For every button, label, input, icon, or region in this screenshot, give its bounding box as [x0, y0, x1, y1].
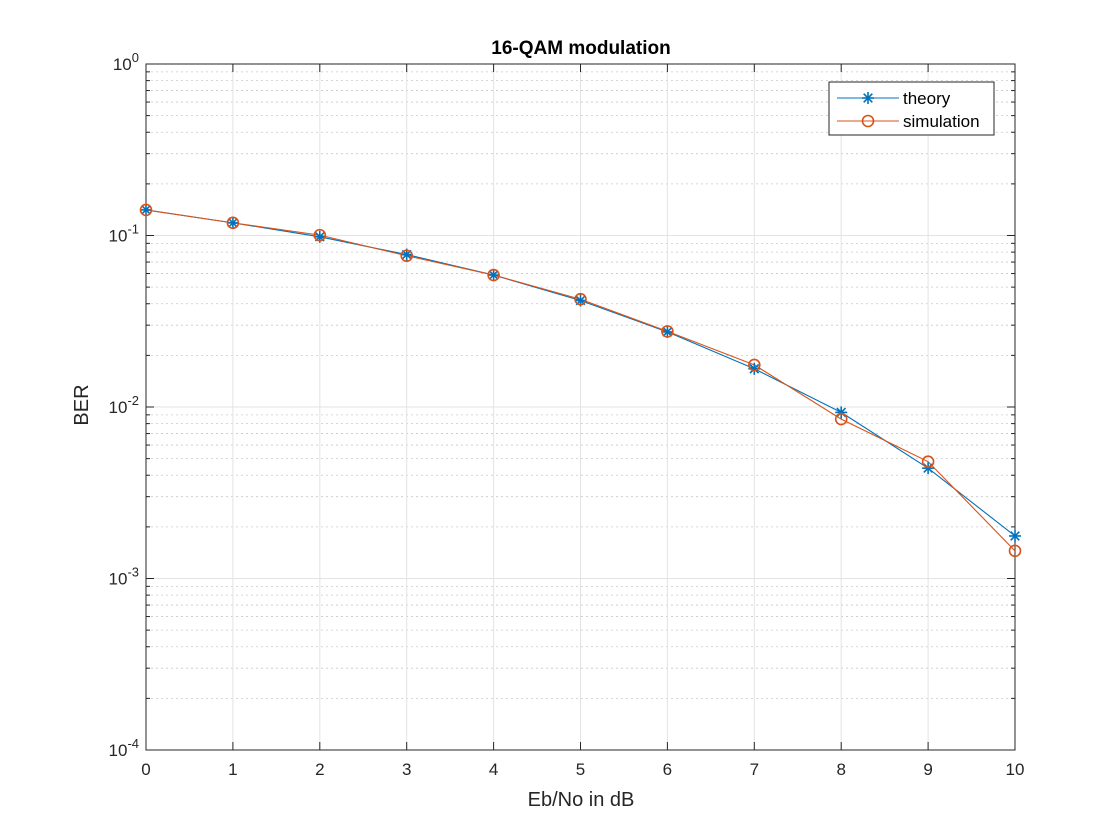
- data-point-simulation: [400, 249, 414, 263]
- y-tick-label: 10-2: [109, 393, 139, 417]
- data-point-simulation: [226, 216, 240, 230]
- legend-entry-simulation: simulation: [837, 112, 980, 131]
- x-tick-label: 3: [402, 760, 411, 779]
- x-tick-label: 10: [1006, 760, 1025, 779]
- chart-title: 16-QAM modulation: [491, 38, 670, 59]
- x-tick-label: 1: [228, 760, 237, 779]
- x-tick-label: 4: [489, 760, 498, 779]
- data-point-simulation: [139, 203, 153, 217]
- data-point-theory: [140, 203, 152, 216]
- legend-label-simulation: simulation: [903, 112, 980, 131]
- legend-box: [828, 81, 995, 136]
- data-point-theory: [1009, 529, 1021, 542]
- data-point-simulation: [834, 412, 848, 426]
- data-point-theory: [922, 462, 935, 475]
- data-point-theory: [226, 216, 239, 229]
- data-point-simulation: [313, 228, 327, 242]
- data-point-simulation: [487, 268, 500, 282]
- x-tick-label: 2: [315, 760, 324, 779]
- y-tick-label: 10-1: [109, 222, 139, 246]
- legend-label-theory: theory: [903, 89, 951, 108]
- x-tick-label: 6: [663, 760, 672, 779]
- y-tick-label: 10-3: [109, 565, 139, 589]
- series: [139, 203, 1022, 558]
- data-point-theory: [487, 269, 500, 282]
- y-tick-label: 100: [113, 50, 139, 74]
- y-axis-label: BER: [71, 384, 93, 425]
- data-point-simulation: [747, 358, 761, 372]
- x-tick-label: 0: [141, 760, 150, 779]
- data-point-theory: [661, 325, 674, 338]
- data-point-simulation: [574, 292, 587, 306]
- x-tick-label: 5: [576, 760, 585, 779]
- legend-entry-theory: theory: [837, 89, 951, 108]
- x-axis-label: Eb/No in dB: [528, 789, 635, 811]
- data-point-simulation: [921, 455, 935, 468]
- data-point-simulation: [1008, 544, 1022, 558]
- data-point-simulation: [661, 325, 674, 338]
- y-tick-label: 10-4: [109, 736, 139, 760]
- x-tick-label: 7: [750, 760, 759, 779]
- tick-labels: 0 1 2 3 4 5 6 7 8 9 10 10-4 10-3 10-2 10-1 100: [109, 50, 1025, 779]
- axes: [145, 63, 1016, 751]
- x-tick-label: 9: [923, 760, 932, 779]
- legend: theory simulation: [828, 81, 995, 136]
- x-tick-label: 8: [836, 760, 845, 779]
